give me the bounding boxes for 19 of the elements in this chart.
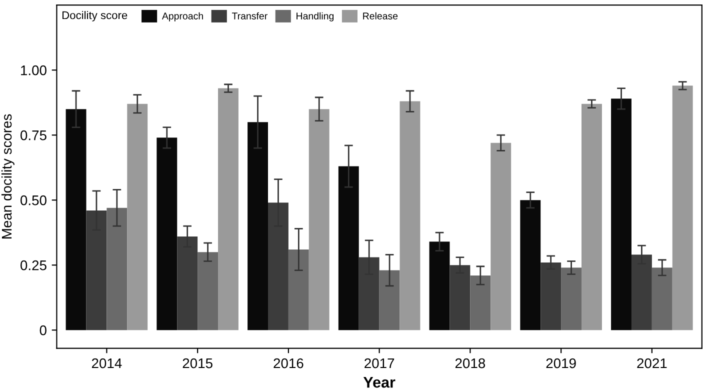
x-tick-label: 2015 (182, 358, 212, 368)
y-tick-label: 1.00 (21, 65, 46, 76)
x-tick-label: 2017 (364, 358, 394, 368)
legend-label: Transfer (232, 12, 268, 20)
y-axis-title: Mean docility scores (1, 114, 14, 238)
legend-label: Handling (296, 12, 334, 22)
y-tick-label: 0.75 (20, 130, 46, 140)
legend-label: Release (363, 12, 398, 20)
x-tick-label: 2019 (546, 358, 576, 368)
legend-label: Approach (162, 12, 203, 22)
x-tick-label: 2016 (274, 358, 304, 368)
y-tick-label: 0 (40, 325, 46, 336)
x-tick-label: 2018 (455, 358, 486, 368)
y-tick-label: 0.25 (20, 260, 46, 270)
x-tick-label: 2014 (92, 358, 122, 368)
y-tick-label: 0.50 (20, 195, 46, 206)
legend-title: Docility score (62, 11, 128, 22)
x-tick-label: 2021 (637, 358, 667, 368)
x-axis-title: Year (363, 377, 396, 388)
